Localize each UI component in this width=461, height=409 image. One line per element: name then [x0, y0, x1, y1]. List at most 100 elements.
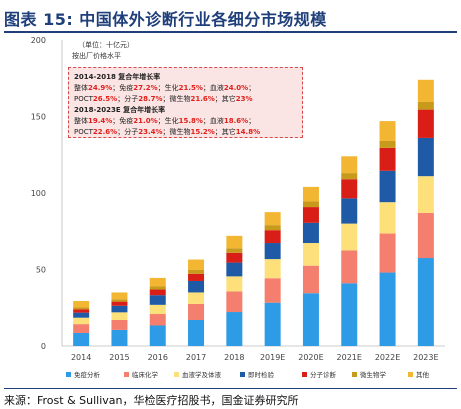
cagr-value: 21.6% — [190, 95, 215, 103]
bar-segment — [226, 252, 243, 263]
legend-label: 临床化学 — [132, 370, 159, 379]
bar-segment — [149, 325, 166, 346]
bar-segment — [149, 295, 166, 305]
bar-segment — [379, 170, 396, 203]
bar-segment — [226, 312, 243, 346]
bar-segment — [417, 109, 434, 138]
title-rule — [4, 31, 457, 33]
cagr-value: 23.4% — [138, 128, 163, 136]
bar-segment — [264, 230, 281, 244]
x-tick-label: 2022E — [375, 353, 400, 362]
legend-label: 即时检验 — [248, 370, 275, 379]
bar-segment — [149, 286, 166, 290]
bar-segment — [226, 235, 243, 249]
bar-segment — [417, 212, 434, 259]
legend-swatch — [66, 372, 71, 377]
cagr-value: 15.2% — [190, 128, 215, 136]
bar-segment — [73, 332, 90, 346]
bar-segment — [73, 301, 90, 308]
y-tick-label: 50 — [36, 266, 46, 275]
cagr-value: 24.9% — [88, 84, 113, 92]
legend-swatch — [124, 372, 129, 377]
x-tick-label: 2018 — [224, 353, 244, 362]
cagr-label: ；免疫 — [112, 117, 134, 125]
y-tick-label: 150 — [31, 113, 46, 122]
bar-segment — [226, 248, 243, 253]
cagr-value: 18.6% — [223, 117, 249, 125]
bar-segment — [379, 121, 396, 141]
bar-segment — [188, 280, 205, 293]
bar-segment — [188, 319, 205, 346]
bar-segment — [302, 222, 319, 244]
bar-segment — [264, 302, 281, 346]
cagr-value: 23% — [235, 95, 253, 103]
bar-segment — [264, 212, 281, 226]
bar-segment — [149, 314, 166, 326]
bar-segment — [73, 317, 90, 325]
bar-segment — [73, 309, 90, 313]
cagr-label: ；其它 — [214, 128, 236, 136]
y-tick-label: 200 — [31, 36, 46, 45]
source-note: 来源：Frost & Sullivan，华检医疗招股书，国金证券研究所 — [4, 394, 299, 407]
bar-segment — [111, 301, 128, 306]
cagr-label: ；血液 — [202, 84, 224, 92]
cagr-label: 整体 — [74, 84, 88, 92]
bar-segment — [341, 156, 358, 174]
bar-segment — [264, 225, 281, 231]
bar-segment — [379, 140, 396, 148]
legend-label: 其他 — [416, 370, 430, 379]
x-tick-label: 2016 — [148, 353, 168, 362]
cagr-label: ；微生物 — [162, 95, 191, 103]
bar-segment — [302, 243, 319, 266]
cagr-label: ； — [248, 84, 256, 92]
legend-label: 免疫分析 — [74, 370, 101, 379]
cagr-label: ；分子 — [117, 95, 139, 103]
x-tick-label: 2020E — [298, 353, 323, 362]
bar-segment — [188, 292, 205, 304]
cagr-label: 整体 — [74, 117, 88, 125]
legend-swatch — [352, 372, 357, 377]
legend-swatch — [240, 372, 245, 377]
cagr-value: 21.0% — [133, 117, 158, 125]
bar-segment — [341, 283, 358, 346]
bar-segment — [111, 299, 128, 302]
cagr-heading-2014-2018: 2014-2018 复合年增长率 — [74, 73, 161, 81]
cagr-value: 15.8% — [178, 117, 203, 125]
bar-segment — [111, 312, 128, 320]
cagr-label: POCT — [74, 95, 93, 103]
bar-segment — [264, 278, 281, 303]
x-tick-label: 2019E — [260, 353, 285, 362]
cagr-label: POCT — [74, 128, 93, 136]
bar-segment — [302, 293, 319, 346]
cagr-label: ；其它 — [214, 95, 236, 103]
bar-segment — [188, 259, 205, 270]
bar-segment — [149, 277, 166, 287]
cagr-value: 19.4% — [88, 117, 113, 125]
bar-segment — [302, 265, 319, 294]
figure-title: 图表 15: 中国体外诊断行业各细分市场规模 — [4, 10, 327, 29]
bar-segment — [417, 137, 434, 177]
cagr-value: 26.5% — [92, 95, 118, 103]
bar-segment — [149, 289, 166, 296]
cagr-value: 14.8% — [235, 128, 261, 136]
cagr-label: ；分子 — [117, 128, 139, 136]
bar-segment — [73, 307, 90, 310]
bar-segment — [111, 319, 128, 330]
bar-segment — [111, 305, 128, 313]
bar-segment — [302, 201, 319, 208]
bar-segment — [417, 258, 434, 346]
cagr-label: ；生化 — [157, 117, 179, 125]
y-tick-labels: 0 50 100 150 200 — [31, 36, 46, 351]
x-tick-label: 2021E — [337, 353, 362, 362]
cagr-annotation-box — [68, 67, 303, 138]
bottom-rule — [4, 388, 457, 389]
bar-segment — [379, 233, 396, 273]
x-tick-label: 2015 — [109, 353, 129, 362]
bar-segment — [73, 312, 90, 318]
bar-segment — [111, 292, 128, 300]
bar-segment — [111, 329, 128, 346]
cagr-value: 21.5% — [178, 84, 203, 92]
legend-swatch — [302, 372, 307, 377]
bar-segment — [341, 173, 358, 180]
bars — [73, 79, 434, 346]
